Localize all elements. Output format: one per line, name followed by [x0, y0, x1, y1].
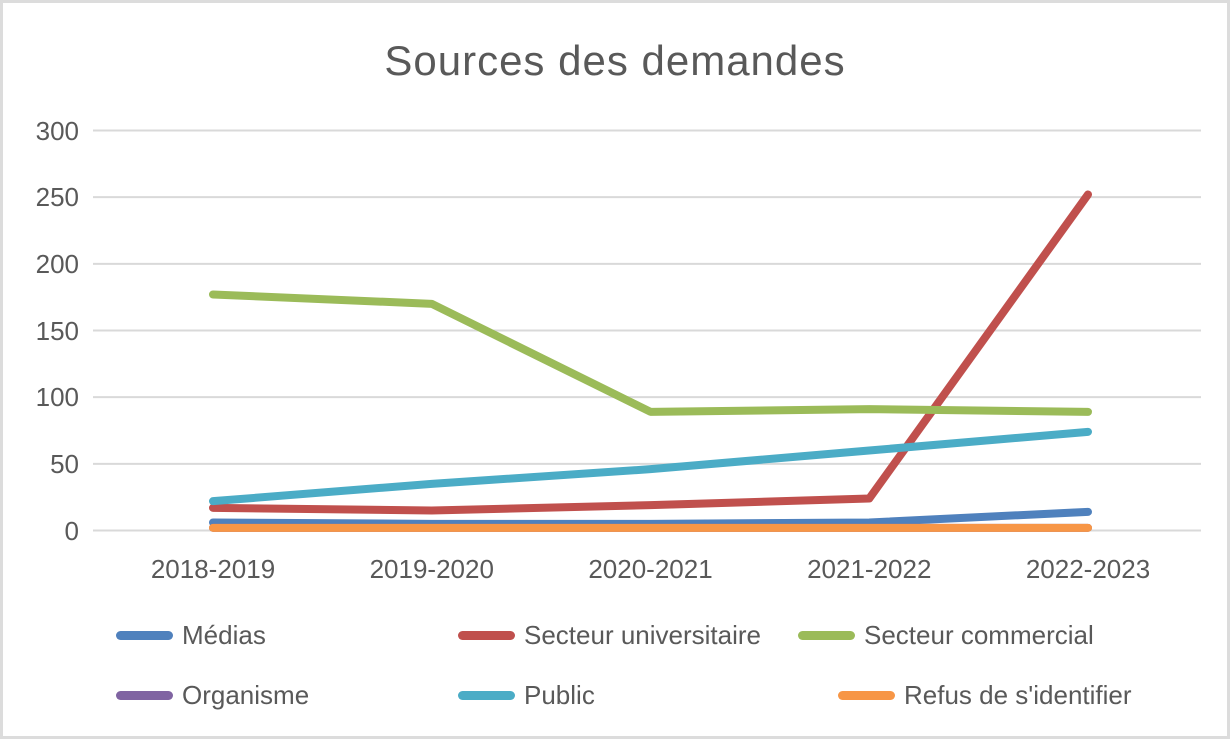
series-line [209, 290, 1092, 416]
series-line [209, 190, 1092, 515]
y-tick-label: 50 [50, 448, 79, 479]
legend-swatch-icon [838, 690, 895, 700]
y-tick-label: 100 [35, 382, 79, 413]
y-tick-label: 250 [35, 182, 79, 213]
plot-area [93, 129, 1201, 532]
legend-swatch-icon [458, 630, 515, 640]
x-axis-label: 2021-2022 [807, 554, 932, 584]
y-tick-label: 200 [35, 248, 79, 279]
x-axis-label: 2018-2019 [150, 554, 276, 584]
y-tick-label: 300 [35, 115, 79, 146]
legend-label: Public [524, 679, 595, 710]
legend-swatch-icon [116, 690, 173, 700]
y-tick-label: 0 [64, 515, 79, 546]
legend-label: Secteur universitaire [524, 619, 761, 650]
x-axis-label: 2022-2023 [1025, 554, 1151, 584]
legend-item: Refus de s'identifier [838, 679, 1132, 711]
legend-label: Refus de s'identifier [904, 679, 1132, 710]
legend-label: Secteur commercial [864, 619, 1094, 650]
series-line [209, 507, 1092, 528]
chart-title: Sources des demandes [384, 37, 846, 84]
legend-item: Public [458, 679, 595, 711]
legend-swatch-icon [798, 630, 855, 640]
legend-item: Médias [116, 619, 266, 651]
legend-label: Organisme [182, 679, 310, 710]
x-axis-label: 2019-2020 [369, 554, 494, 584]
legend-label: Médias [182, 619, 266, 650]
series-line [209, 427, 1092, 506]
legend-swatch-icon [116, 630, 173, 640]
legend-item: Secteur universitaire [458, 619, 761, 651]
legend-item: Organisme [116, 679, 309, 711]
legend-item: Secteur commercial [798, 619, 1094, 651]
y-tick-label: 150 [35, 315, 79, 346]
x-axis-label: 2020-2021 [588, 554, 713, 584]
legend-swatch-icon [458, 690, 515, 700]
